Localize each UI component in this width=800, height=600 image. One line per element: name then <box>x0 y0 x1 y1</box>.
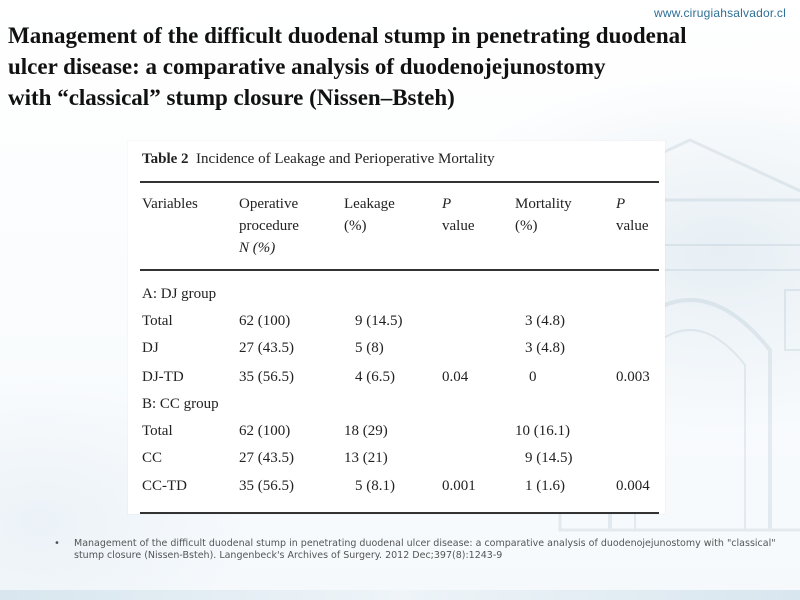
table-header-rule <box>140 269 659 271</box>
row-leakage: 13 (21) <box>344 450 388 466</box>
bottom-band <box>0 590 800 600</box>
group-label-a: A: DJ group <box>142 286 217 302</box>
row-variable: CC-TD <box>142 478 187 494</box>
table-top-rule <box>140 181 659 183</box>
row-mortality: 10 (16.1) <box>515 423 570 439</box>
row-operative: 62 (100) <box>239 423 291 439</box>
header-mortality: Mortality (%) <box>515 196 572 234</box>
row-variable: Total <box>142 423 173 439</box>
row-variable: CC <box>142 450 163 466</box>
group-label-b: B: CC group <box>142 396 219 412</box>
row-operative: 35 (56.5) <box>239 478 294 494</box>
row-p-mortality: 0.003 <box>616 369 650 385</box>
row-operative: 27 (43.5) <box>239 340 294 356</box>
row-mortality: 3 (4.8) <box>525 340 565 356</box>
row-mortality: 9 (14.5) <box>525 450 573 466</box>
row-leakage: 5 (8.1) <box>355 478 395 494</box>
row-operative: 35 (56.5) <box>239 369 294 385</box>
row-mortality: 0 <box>529 369 537 385</box>
row-mortality: 3 (4.8) <box>525 313 565 329</box>
row-p-leakage: 0.04 <box>442 369 469 385</box>
row-operative: 27 (43.5) <box>239 450 294 466</box>
header-p-value-mortality: P value <box>616 196 649 234</box>
row-leakage: 18 (29) <box>344 423 388 439</box>
website-url: www.cirugiahsalvador.cl <box>654 6 786 20</box>
header-operative: Operative procedure N (%) <box>239 196 299 256</box>
table-caption-text: Incidence of Leakage and Perioperative M… <box>196 151 495 167</box>
header-leakage: Leakage (%) <box>344 196 395 234</box>
slide-title-line-1: Management of the difficult duodenal stu… <box>8 23 687 48</box>
header-variables: Variables <box>142 196 198 212</box>
table-caption: Table 2 Incidence of Leakage and Periope… <box>142 151 495 168</box>
table-caption-label: Table 2 <box>142 151 189 167</box>
row-variable: Total <box>142 313 173 329</box>
row-variable: DJ <box>142 340 159 356</box>
table-bottom-rule <box>140 512 659 514</box>
slide-title-line-2: ulcer disease: a comparative analysis of… <box>8 54 606 79</box>
row-operative: 62 (100) <box>239 313 291 329</box>
row-leakage: 4 (6.5) <box>355 369 395 385</box>
row-p-mortality: 0.004 <box>616 478 650 494</box>
table-image: Table 2 Incidence of Leakage and Periope… <box>128 141 665 514</box>
header-p-value-leakage: P value <box>442 196 475 234</box>
slide-title-line-3: with “classical” stump closure (Nissen–B… <box>8 85 455 110</box>
row-leakage: 5 (8) <box>355 340 384 356</box>
row-mortality: 1 (1.6) <box>525 478 565 494</box>
reference-footnote: • Management of the difficult duodenal s… <box>54 538 776 562</box>
footnote-bullet: • <box>54 538 60 549</box>
row-p-leakage: 0.001 <box>442 478 476 494</box>
row-variable: DJ-TD <box>142 369 184 385</box>
footnote-text: Management of the difficult duodenal stu… <box>74 538 776 561</box>
slide-title: Management of the difficult duodenal stu… <box>8 20 788 113</box>
row-leakage: 9 (14.5) <box>355 313 403 329</box>
